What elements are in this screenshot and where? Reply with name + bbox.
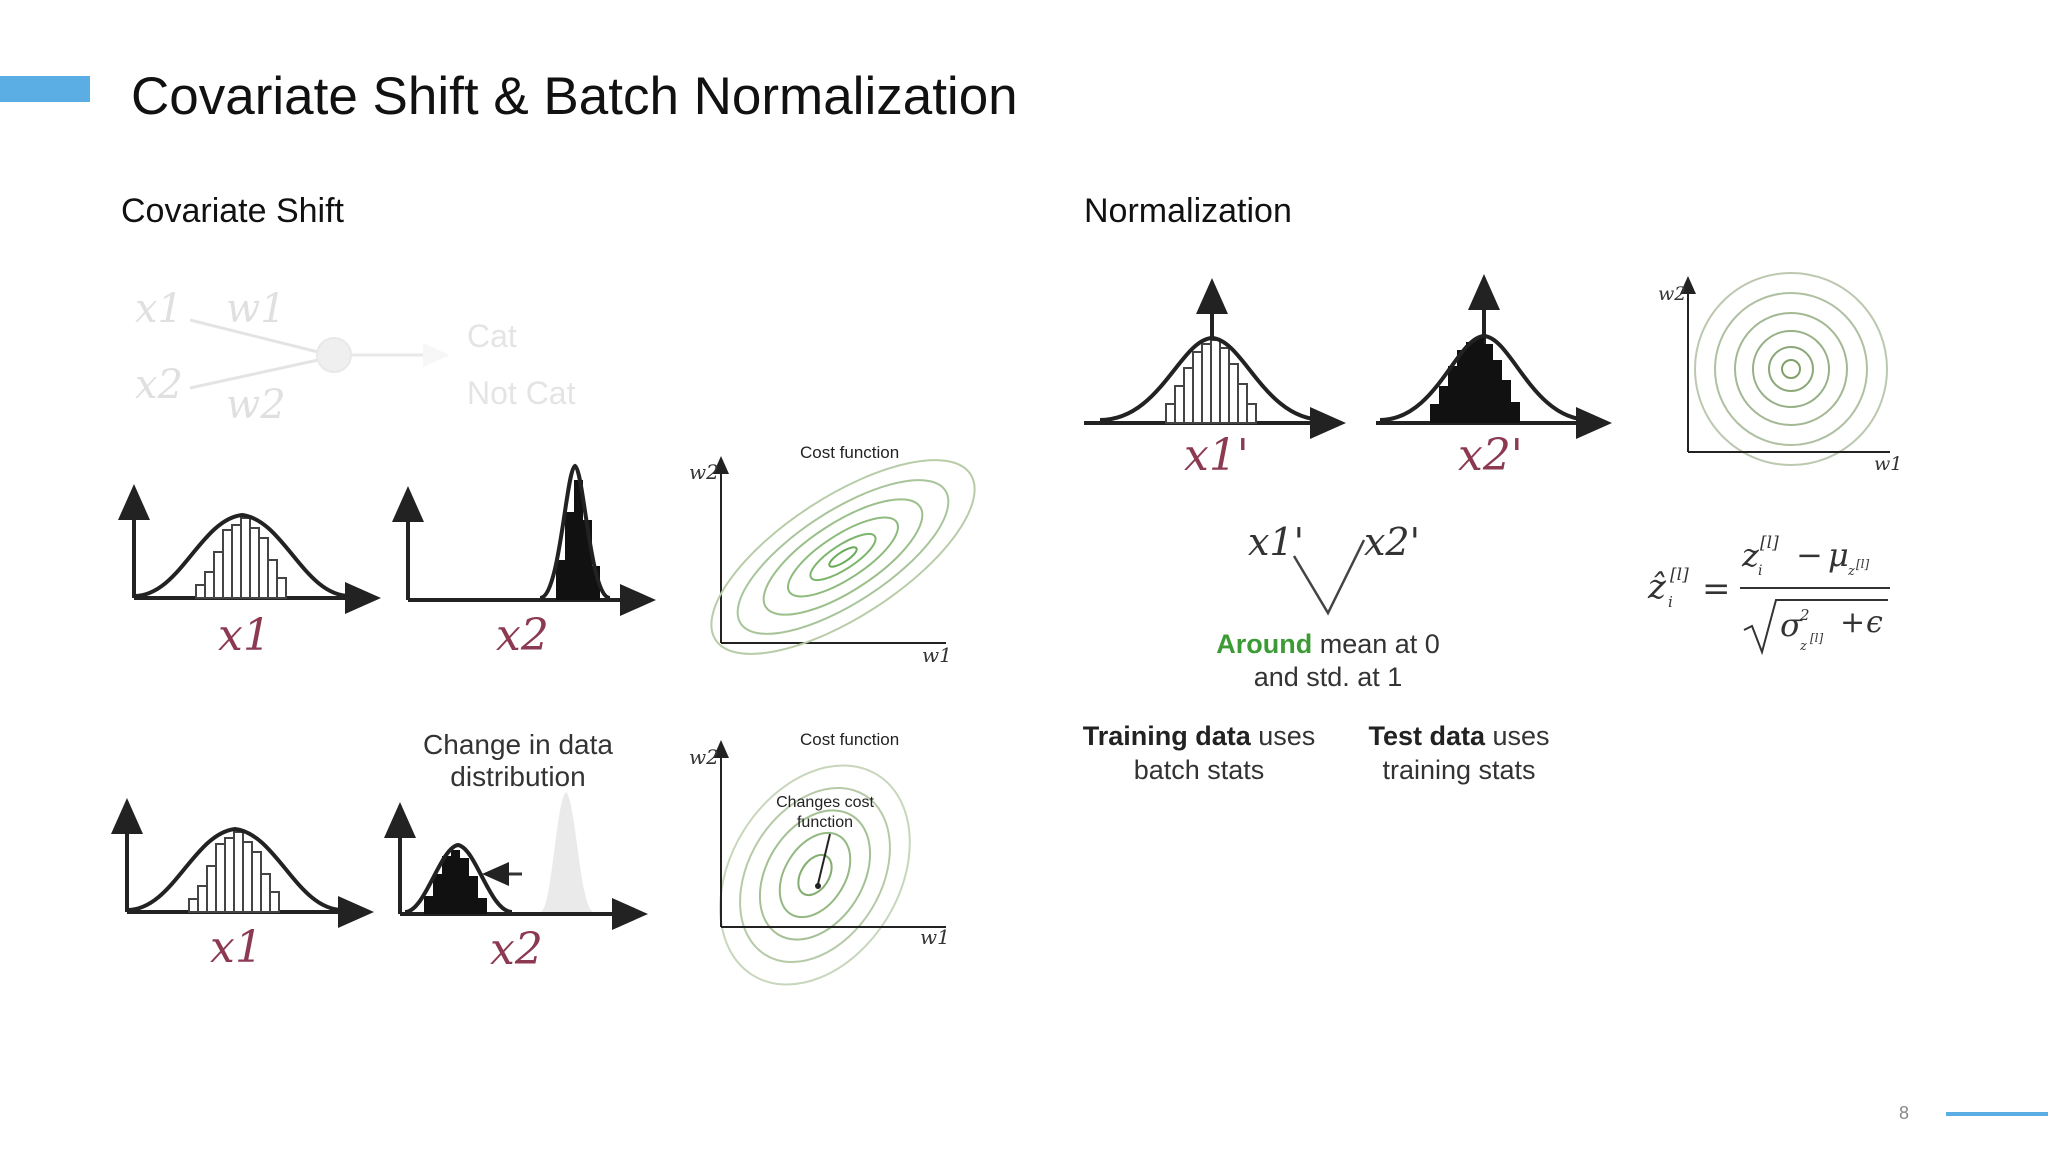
svg-text:z: z [1847, 564, 1855, 579]
slide-title: Covariate Shift & Batch Normalization [131, 67, 1018, 126]
cost-plot-top-title: Cost function [800, 443, 899, 462]
cost-plot-top-x-axis: w1 [922, 643, 952, 667]
svg-text:2: 2 [1799, 606, 1810, 624]
faded-network-diagram: x1 x2 w1 w2 Cat Not Cat [135, 286, 576, 428]
net-neuron [316, 337, 352, 373]
norm-cost-x-axis: w1 [1874, 453, 1902, 475]
cost-plot-bottom-title: Cost function [800, 730, 899, 749]
label-x2-top: x2 [496, 610, 549, 661]
cost-change-note-line2: function [797, 814, 853, 831]
mean-note-highlight: Around [1216, 629, 1312, 659]
training-note-line2: batch stats [1134, 755, 1265, 785]
label-x1-top: x1 [218, 610, 271, 661]
svg-text:−: − [1796, 536, 1823, 574]
ghost-distribution [540, 792, 594, 912]
mean-note-line2: and std. at 1 [1254, 662, 1403, 692]
svg-text:z: z [1799, 639, 1807, 654]
svg-text:=: = [1702, 569, 1731, 609]
annotation-change-line1: Change in data [423, 729, 613, 760]
v-label-x2: x2' [1364, 520, 1420, 564]
footer-accent-line [1946, 1112, 2048, 1116]
label-x2-bottom: x2 [490, 924, 543, 975]
cost-plot-top-y-axis: w2 [689, 460, 719, 484]
dist-bottom-x1: x1 [111, 798, 374, 973]
test-note-bold: Test data [1368, 721, 1486, 751]
dist-top-x1: x1 [118, 484, 381, 661]
norm-cost-y-axis: w2 [1658, 283, 1686, 305]
svg-text:ẑ: ẑ [1647, 567, 1667, 607]
page-number: 8 [1899, 1103, 1910, 1123]
svg-text:[l]: [l] [1670, 565, 1689, 585]
net-output-not-cat: Not Cat [467, 375, 576, 411]
svg-text:μ: μ [1828, 536, 1849, 574]
v-diagram: x1' x2' [1248, 520, 1420, 616]
norm-dist-x1: x1' [1084, 278, 1346, 481]
norm-dist-x2: x2' [1376, 274, 1612, 481]
mean-note-rest: mean at 0 [1312, 629, 1440, 659]
cost-plot-bottom: Cost function w2 w1 Changes cost functio… [689, 730, 950, 986]
training-note-bold: Training data [1083, 721, 1252, 751]
svg-text:[l]: [l] [1810, 631, 1824, 645]
svg-text:i: i [1668, 593, 1673, 611]
training-note-rest: uses [1251, 721, 1316, 751]
net-output-cat: Cat [467, 318, 517, 354]
svg-text:[l]: [l] [1856, 557, 1870, 571]
net-weight-w1: w1 [226, 286, 286, 332]
dist-bottom-x2: Change in data distribution x2 [384, 729, 648, 975]
norm-label-x1: x1' [1184, 430, 1249, 481]
training-note-line1: Training data uses [1083, 721, 1316, 751]
cost-plot-top: Cost function w2 w1 [689, 443, 976, 667]
covariate-shift-heading: Covariate Shift [121, 192, 344, 230]
norm-label-x2: x2' [1458, 430, 1523, 481]
net-input-x1: x1 [135, 286, 183, 332]
batchnorm-formula: ẑ i [l] = z i [l] − μ z [l] σ 2 z [l] + … [1647, 533, 1890, 656]
svg-text:z: z [1741, 536, 1760, 574]
cost-change-note-line1: Changes cost [776, 794, 874, 811]
svg-text:σ: σ [1780, 606, 1803, 644]
test-note-rest: uses [1485, 721, 1550, 751]
net-weight-w2: w2 [226, 382, 286, 428]
svg-text:ϵ: ϵ [1866, 605, 1883, 640]
net-input-x2: x2 [135, 362, 183, 408]
svg-text:i: i [1758, 563, 1762, 579]
label-x1-bottom: x1 [210, 922, 263, 973]
mean-note-line1: Around mean at 0 [1216, 629, 1440, 659]
svg-text:[l]: [l] [1760, 533, 1779, 553]
cost-plot-bottom-x-axis: w1 [920, 925, 950, 949]
dist-top-x2: x2 [392, 463, 656, 661]
annotation-change-line2: distribution [450, 761, 585, 792]
cost-plot-bottom-y-axis: w2 [689, 745, 719, 769]
test-note-line2: training stats [1382, 755, 1535, 785]
accent-bar [0, 76, 90, 102]
norm-cost-plot: w2 w1 [1658, 272, 1902, 475]
svg-text:+: + [1840, 605, 1865, 640]
normalization-heading: Normalization [1084, 192, 1292, 230]
test-note-line1: Test data uses [1368, 721, 1549, 751]
